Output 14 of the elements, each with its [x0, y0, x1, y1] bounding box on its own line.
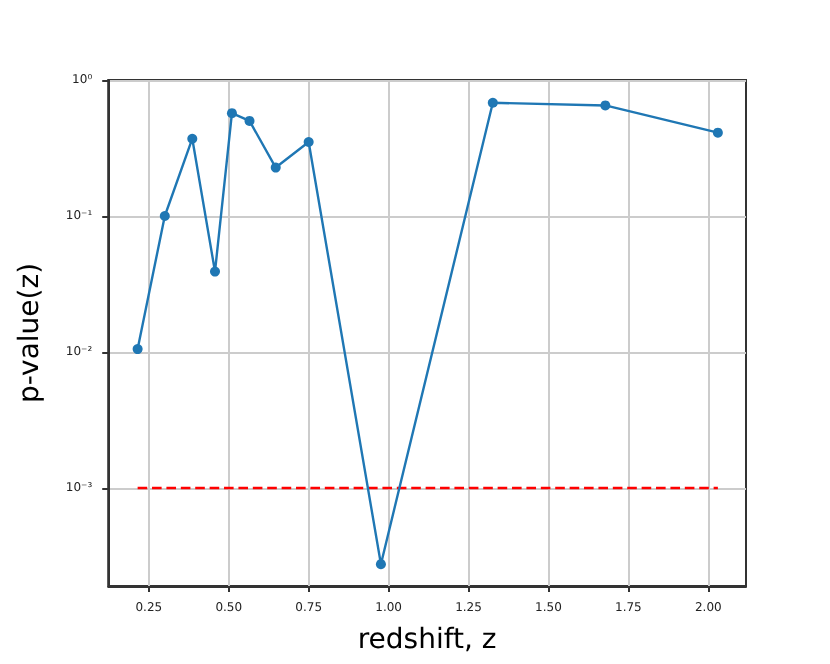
point [132, 344, 143, 355]
point [226, 108, 237, 119]
point [159, 210, 170, 221]
point [210, 266, 220, 277]
point [187, 133, 198, 144]
point [375, 559, 386, 570]
point [303, 137, 314, 147]
point [270, 162, 281, 173]
y-axis-title: p-value(z) [14, 262, 46, 404]
point [600, 100, 611, 111]
point [487, 97, 498, 108]
point [244, 115, 255, 126]
point [712, 127, 723, 138]
x-axis-title: redshift, z [357, 624, 497, 656]
